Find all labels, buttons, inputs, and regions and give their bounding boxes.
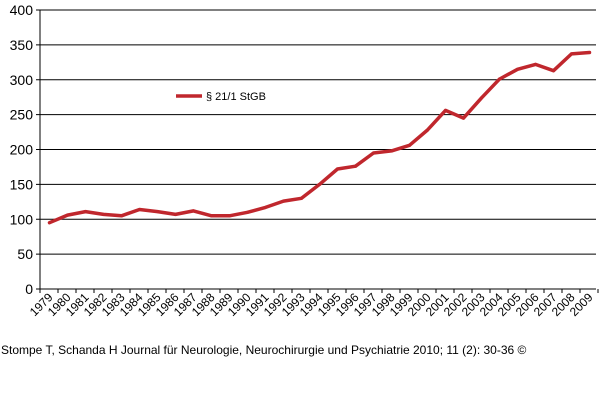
data-point: [588, 51, 591, 55]
data-point: [354, 164, 357, 168]
series-line: [47, 50, 592, 225]
data-point: [300, 196, 303, 200]
gridlines: [40, 9, 596, 255]
data-point: [120, 214, 123, 218]
y-tick-label: 150: [10, 176, 34, 192]
data-point: [84, 210, 87, 214]
y-tick-label: 200: [10, 142, 34, 158]
source-caption: Stompe T, Schanda H Journal für Neurolog…: [1, 343, 527, 357]
y-tick-label: 50: [17, 246, 33, 262]
data-point: [408, 143, 411, 147]
data-point: [372, 151, 375, 155]
data-point: [570, 52, 573, 56]
y-tick-label: 100: [10, 211, 34, 227]
data-point: [228, 214, 231, 218]
y-tick-label: 400: [10, 2, 34, 18]
data-point: [210, 214, 213, 218]
data-point: [462, 116, 465, 120]
data-point: [552, 69, 555, 73]
data-point: [156, 210, 159, 214]
data-point: [174, 212, 177, 216]
data-point: [390, 149, 393, 153]
data-point: [534, 62, 537, 66]
data-point: [192, 209, 195, 213]
axes: [36, 9, 599, 293]
data-point: [264, 205, 267, 209]
data-point: [282, 199, 285, 203]
series: [47, 50, 592, 225]
data-point: [318, 182, 321, 186]
y-tick-labels: 0 50 100 150 200 250 300 350 400: [10, 2, 34, 297]
data-point: [102, 212, 105, 216]
y-tick-label: 300: [10, 72, 34, 88]
data-point: [444, 108, 447, 112]
data-point: [48, 221, 51, 225]
legend: § 21/1 StGB: [176, 91, 266, 103]
data-point: [426, 128, 429, 132]
legend-label: § 21/1 StGB: [206, 91, 266, 103]
data-point: [246, 210, 249, 214]
data-point: [66, 213, 69, 217]
x-tick-labels: 1979198019811982198319841985198619871988…: [27, 290, 596, 319]
data-point: [516, 67, 519, 71]
data-point: [480, 96, 483, 100]
data-point: [138, 207, 141, 211]
y-tick-label: 350: [10, 37, 34, 53]
y-tick-label: 0: [25, 281, 33, 297]
data-point: [498, 77, 501, 81]
y-tick-label: 250: [10, 107, 34, 123]
data-point: [336, 167, 339, 171]
